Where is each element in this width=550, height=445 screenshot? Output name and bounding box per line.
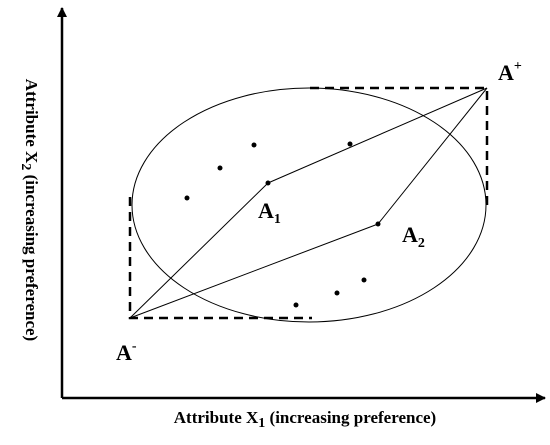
- label-text: A: [402, 222, 418, 247]
- label-subscript: 2: [18, 163, 33, 170]
- point-label: A+: [498, 59, 522, 85]
- line: [267, 87, 488, 184]
- line: [377, 87, 488, 225]
- dot: [293, 302, 299, 308]
- dot: [375, 221, 381, 227]
- ellipse: [131, 87, 487, 323]
- label-superscript: -: [132, 339, 137, 354]
- point-label: A1: [258, 198, 281, 227]
- y-axis-label: Attribute X2 (increasing preference): [18, 79, 41, 341]
- point-label: A2: [402, 222, 425, 251]
- dot: [217, 165, 223, 171]
- connectors: [129, 87, 488, 319]
- dot: [184, 195, 190, 201]
- dot: [251, 142, 257, 148]
- dashed-lower: [128, 197, 312, 320]
- dot: [361, 277, 367, 283]
- dot: [347, 141, 353, 147]
- dot: [265, 180, 271, 186]
- dots: [184, 141, 381, 308]
- label-text: Attribute X: [174, 408, 259, 427]
- label-text: A: [116, 340, 132, 365]
- line: [129, 223, 379, 319]
- label-suffix: (increasing preference): [22, 170, 41, 341]
- label-subscript: 1: [258, 416, 265, 431]
- dot: [334, 290, 340, 296]
- dashed-upper: [310, 86, 489, 205]
- line: [129, 182, 269, 319]
- label-superscript: +: [514, 59, 522, 74]
- axes: [57, 7, 546, 403]
- label-text: A: [498, 60, 514, 85]
- point-label: A-: [116, 339, 137, 365]
- label-text: A: [258, 198, 274, 223]
- label-subscript: 2: [418, 236, 425, 251]
- label-suffix: (increasing preference): [265, 408, 436, 427]
- label-subscript: 1: [274, 212, 281, 227]
- label-text: Attribute X: [22, 79, 41, 164]
- x-axis-label: Attribute X1 (increasing preference): [174, 408, 436, 431]
